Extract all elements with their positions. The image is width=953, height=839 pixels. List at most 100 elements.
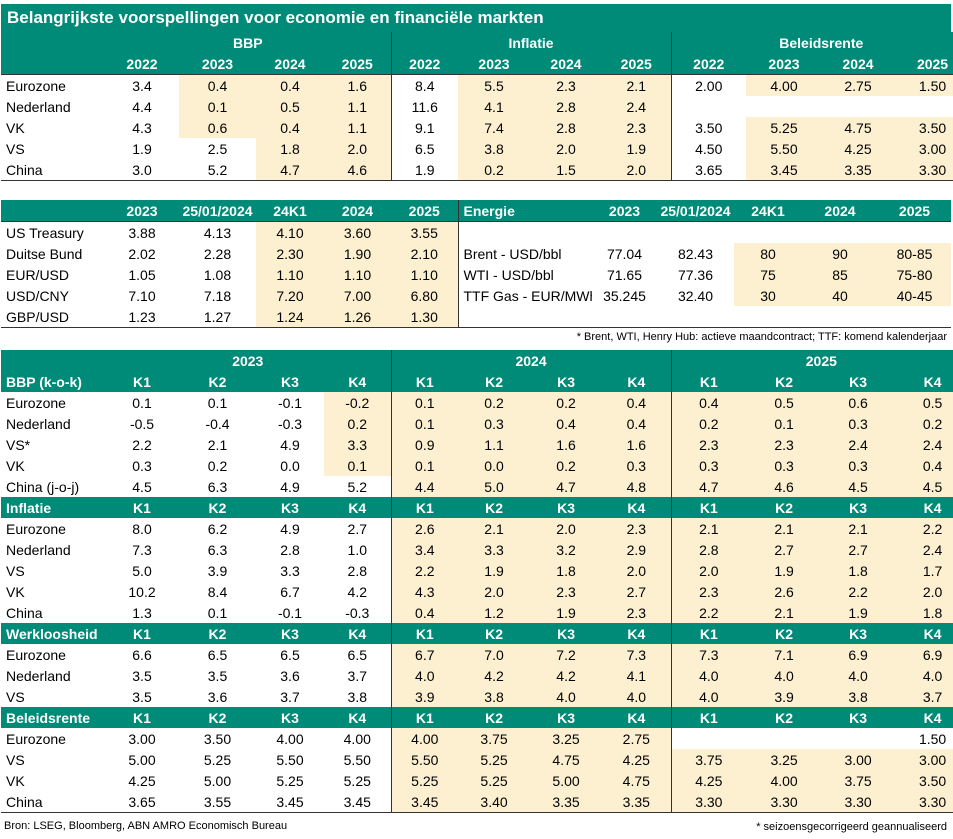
table-cell bbox=[746, 96, 822, 117]
energy-label: Brent - USD/bbl bbox=[457, 243, 592, 264]
table-cell: 3.3 bbox=[324, 434, 392, 455]
year-header: 2024 bbox=[530, 53, 602, 75]
table-cell: 2.7 bbox=[822, 539, 895, 560]
table-cell: 1.10 bbox=[324, 264, 391, 285]
section-title: BBP (k-o-k) bbox=[1, 371, 105, 392]
table-cell: 2.2 bbox=[822, 581, 895, 602]
table-cell: 6.2 bbox=[207, 520, 228, 537]
table-cell: 2.0 bbox=[602, 159, 671, 181]
table-cell: 1.7 bbox=[894, 560, 953, 581]
table-cell: 5.25 bbox=[203, 751, 232, 768]
table-cell: 4.0 bbox=[746, 665, 823, 686]
table-row: VK 4.25 5.00 5.25 5.25 5.25 5.25 5.00 4.75 4.25 4.… bbox=[1, 770, 953, 791]
row-label: Eurozone bbox=[6, 77, 66, 94]
row-label: Nederland bbox=[6, 541, 71, 558]
energy-label bbox=[457, 221, 592, 243]
table-cell: 1.50 bbox=[918, 730, 947, 747]
year-group: 2023 bbox=[105, 350, 392, 371]
table-cell: 3.6 bbox=[207, 688, 228, 705]
year-header: 2023 bbox=[746, 53, 822, 75]
table-cell: 2.0 bbox=[602, 560, 672, 581]
table-row: Nederland -0.5 -0.4 -0.3 0.2 0.1 0.3 0.4 0.4 0.2 0… bbox=[1, 413, 953, 434]
section-title: Inflatie bbox=[1, 497, 105, 518]
table-cell: 0.2 bbox=[458, 159, 530, 181]
table-cell: 0.5 bbox=[256, 96, 324, 117]
table-cell: 0.4 bbox=[602, 392, 672, 413]
table-cell: 3.00 bbox=[894, 749, 953, 770]
row-label: VK bbox=[6, 119, 25, 136]
table-cell: 2.0 bbox=[530, 518, 603, 539]
row-label: China (j-o-j) bbox=[6, 478, 80, 495]
table-cell: 1.9 bbox=[602, 138, 671, 159]
row-label: Duitse Bund bbox=[6, 245, 83, 262]
energy-label: TTF Gas - EUR/MWh bbox=[457, 285, 592, 306]
table-cell: 2.1 bbox=[822, 518, 895, 539]
table-cell: 2.7 bbox=[746, 539, 823, 560]
energy-cell: 35.245 bbox=[603, 287, 646, 304]
table-cell: 1.9 bbox=[132, 140, 152, 157]
table-cell: 3.25 bbox=[746, 749, 823, 770]
quarter-header: K3 bbox=[256, 707, 324, 728]
section-header-row: BBP (k-o-k) K1 K2 K3 K4 K1 K2 K3 K4 K1 K2 K3 K4 bbox=[1, 371, 953, 392]
table-row: Nederland 4.4 0.1 0.5 1.1 11.6 4.1 2.8 2.4 bbox=[1, 96, 953, 117]
quarter-header: K1 bbox=[105, 623, 179, 644]
table-cell: 3.65 bbox=[670, 159, 746, 181]
row-label: VS bbox=[6, 562, 25, 579]
year-header-row: 2022 2023 2024 2025 2022 2023 2024 2025 … bbox=[1, 53, 953, 75]
group-inflatie: Inflatie bbox=[390, 32, 671, 53]
table-cell: 2.3 bbox=[602, 602, 672, 623]
table-cell: 2.8 bbox=[280, 541, 300, 558]
table-row: VS 1.9 2.5 1.8 2.0 6.5 3.8 2.0 1.9 4.50 5.50 4.25 3.… bbox=[1, 138, 953, 159]
table-cell: 6.80 bbox=[391, 285, 458, 306]
table-cell: 2.2 bbox=[670, 602, 747, 623]
table-cell: 1.3 bbox=[132, 604, 152, 621]
table-row: VS 3.5 3.6 3.7 3.8 3.9 3.8 4.0 4.0 4.0 3.9 3.8 3.7 bbox=[1, 686, 953, 707]
row-label: VS* bbox=[6, 436, 31, 453]
table-cell: 6.5 bbox=[390, 138, 458, 159]
table-cell: 1.1 bbox=[458, 434, 531, 455]
table-cell: 2.1 bbox=[670, 518, 747, 539]
table-cell: 1.2 bbox=[458, 602, 531, 623]
table-cell: 3.4 bbox=[390, 539, 459, 560]
table-cell: 3.45 bbox=[746, 159, 822, 181]
table-cell: 0.9 bbox=[390, 434, 459, 455]
table-cell: 3.55 bbox=[179, 791, 256, 813]
table-row: EUR/USD 1.05 1.08 1.10 1.10 1.10 WTI - USD/bbl… bbox=[1, 264, 951, 285]
table-cell: 0.1 bbox=[746, 413, 823, 434]
table-cell: 7.1 bbox=[746, 644, 823, 665]
table-cell: 3.0 bbox=[105, 159, 179, 181]
table-cell: 6.9 bbox=[822, 644, 895, 665]
table-cell: 7.20 bbox=[256, 285, 324, 306]
table-cell: 3.50 bbox=[203, 730, 232, 747]
table-cell: 0.4 bbox=[390, 602, 459, 623]
table-cell: 5.25 bbox=[458, 749, 531, 770]
table-cell: 0.4 bbox=[602, 413, 672, 434]
table-cell: 7.00 bbox=[324, 285, 391, 306]
table-cell: 1.1 bbox=[324, 117, 391, 138]
table-cell: 2.1 bbox=[458, 518, 531, 539]
table-cell: 2.3 bbox=[746, 434, 823, 455]
table-cell: 3.45 bbox=[324, 791, 392, 813]
table-cell: 3.65 bbox=[105, 791, 179, 813]
table-cell: 1.9 bbox=[390, 159, 458, 181]
energy-cell: 80-85 bbox=[878, 243, 951, 264]
table-cell: 7.18 bbox=[203, 287, 232, 304]
quarter-header: K2 bbox=[179, 707, 256, 728]
group-header-row: BBP Inflatie Beleidsrente bbox=[1, 32, 953, 53]
row-label: VS bbox=[6, 140, 25, 157]
table-cell: 3.3 bbox=[280, 562, 300, 579]
table-cell: 1.8 bbox=[822, 560, 895, 581]
year-header: 2024 bbox=[822, 53, 894, 75]
year-header: 2025 bbox=[894, 53, 953, 75]
table-cell bbox=[746, 728, 822, 749]
table-row: Nederland 3.5 3.5 3.6 3.7 4.0 4.2 4.2 4.1 4.0 4.0 4… bbox=[1, 665, 953, 686]
table-cell: 2.3 bbox=[670, 434, 747, 455]
table-cell: 2.8 bbox=[530, 117, 602, 138]
table-cell: 0.5 bbox=[746, 392, 823, 413]
table-cell: 7.3 bbox=[670, 644, 747, 665]
col-header: 2024 bbox=[324, 200, 391, 222]
table-cell: 3.2 bbox=[530, 539, 603, 560]
table-row: China 3.0 5.2 4.7 4.6 1.9 0.2 1.5 2.0 3.65 3.45 3.3… bbox=[1, 159, 953, 181]
table-cell: 0.6 bbox=[822, 392, 895, 413]
energy-label bbox=[457, 306, 592, 328]
